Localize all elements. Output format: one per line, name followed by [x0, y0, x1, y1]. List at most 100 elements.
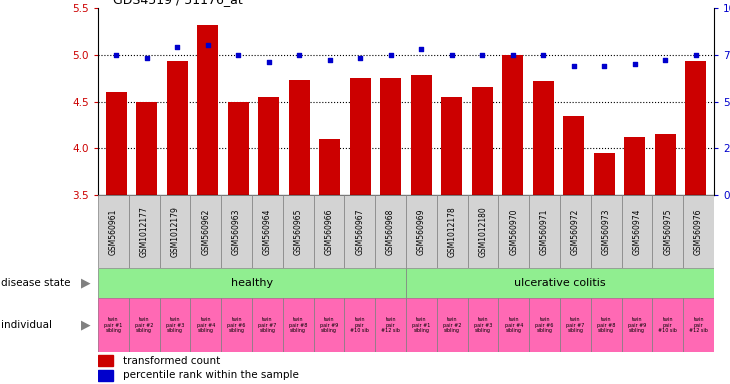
Point [263, 59, 274, 65]
Point [141, 55, 153, 61]
Text: GSM560969: GSM560969 [417, 208, 426, 255]
Bar [314, 195, 345, 268]
Bar [653, 298, 683, 352]
Point [385, 52, 396, 58]
Text: ▶: ▶ [81, 318, 91, 331]
Bar [683, 298, 714, 352]
Bar [228, 101, 249, 384]
Bar [191, 195, 221, 268]
Bar [622, 195, 653, 268]
Point [232, 52, 244, 58]
Point [446, 52, 458, 58]
Bar [288, 80, 310, 384]
Point [690, 52, 702, 58]
Text: individual: individual [1, 320, 52, 330]
Bar [683, 195, 714, 268]
Bar [252, 298, 283, 352]
Bar [166, 61, 188, 384]
Text: transformed count: transformed count [123, 356, 220, 366]
Text: GSM560968: GSM560968 [386, 208, 395, 255]
Bar [345, 195, 375, 268]
Bar [258, 97, 280, 384]
Text: GSM560964: GSM560964 [263, 208, 272, 255]
Text: GSM1012177: GSM1012177 [139, 206, 149, 257]
Point [415, 46, 427, 52]
Bar [468, 298, 499, 352]
Bar [98, 369, 113, 381]
Bar [406, 298, 437, 352]
Bar [624, 137, 645, 384]
Bar [593, 153, 615, 384]
Text: twin
pair #3
sibling: twin pair #3 sibling [474, 317, 492, 333]
Bar [529, 195, 560, 268]
Text: twin
pair #3
sibling: twin pair #3 sibling [166, 317, 184, 333]
Bar [221, 298, 252, 352]
Bar [653, 195, 683, 268]
Text: GSM560972: GSM560972 [571, 208, 580, 255]
Bar [410, 75, 432, 384]
Text: GSM560975: GSM560975 [664, 208, 672, 255]
Bar [437, 298, 468, 352]
Bar [560, 298, 591, 352]
Bar [468, 195, 499, 268]
Text: twin
pair #9
sibling: twin pair #9 sibling [320, 317, 338, 333]
Bar [160, 195, 191, 268]
Point [537, 52, 549, 58]
Text: disease state: disease state [1, 278, 70, 288]
Bar [563, 116, 585, 384]
Text: healthy: healthy [231, 278, 273, 288]
Text: twin
pair #8
sibling: twin pair #8 sibling [597, 317, 615, 333]
Bar [591, 298, 622, 352]
Text: GSM560963: GSM560963 [232, 208, 241, 255]
Bar [128, 195, 160, 268]
Bar [406, 195, 437, 268]
Point [110, 52, 122, 58]
Bar [98, 195, 128, 268]
Text: GSM560965: GSM560965 [293, 208, 303, 255]
Point [568, 63, 580, 69]
Point [355, 55, 366, 61]
Text: twin
pair
#12 sib: twin pair #12 sib [689, 317, 708, 333]
Bar [345, 298, 375, 352]
Point [324, 57, 336, 63]
Text: twin
pair #6
sibling: twin pair #6 sibling [228, 317, 246, 333]
Bar [437, 195, 468, 268]
Text: twin
pair
#10 sib: twin pair #10 sib [350, 317, 369, 333]
Text: GSM560973: GSM560973 [602, 208, 611, 255]
Text: GSM1012180: GSM1012180 [478, 206, 488, 257]
Bar [98, 298, 128, 352]
Bar [191, 298, 221, 352]
Text: GSM560961: GSM560961 [109, 208, 118, 255]
Text: twin
pair #2
sibling: twin pair #2 sibling [443, 317, 461, 333]
Text: twin
pair #4
sibling: twin pair #4 sibling [504, 317, 523, 333]
Text: twin
pair #8
sibling: twin pair #8 sibling [289, 317, 307, 333]
Text: GSM560966: GSM560966 [325, 208, 334, 255]
Point [507, 52, 518, 58]
Bar [221, 195, 252, 268]
Bar [319, 139, 340, 384]
Bar [252, 195, 283, 268]
Bar [128, 298, 160, 352]
Bar [560, 195, 591, 268]
Bar [283, 195, 314, 268]
Text: twin
pair #4
sibling: twin pair #4 sibling [196, 317, 215, 333]
Point [659, 57, 671, 63]
Text: GSM560962: GSM560962 [201, 208, 210, 255]
Bar [380, 78, 402, 384]
Bar [375, 298, 406, 352]
Text: GDS4519 / 51176_at: GDS4519 / 51176_at [112, 0, 242, 6]
Text: twin
pair #2
sibling: twin pair #2 sibling [135, 317, 153, 333]
Text: twin
pair #7
sibling: twin pair #7 sibling [258, 317, 277, 333]
Point [629, 61, 640, 67]
Text: ▶: ▶ [81, 276, 91, 290]
Bar [375, 195, 406, 268]
Bar [441, 97, 462, 384]
Bar [160, 298, 191, 352]
Text: twin
pair
#12 sib: twin pair #12 sib [381, 317, 400, 333]
Bar [685, 61, 707, 384]
Point [293, 52, 305, 58]
Point [202, 42, 214, 48]
Bar [406, 268, 714, 298]
Point [172, 44, 183, 50]
Text: GSM1012178: GSM1012178 [447, 206, 457, 257]
